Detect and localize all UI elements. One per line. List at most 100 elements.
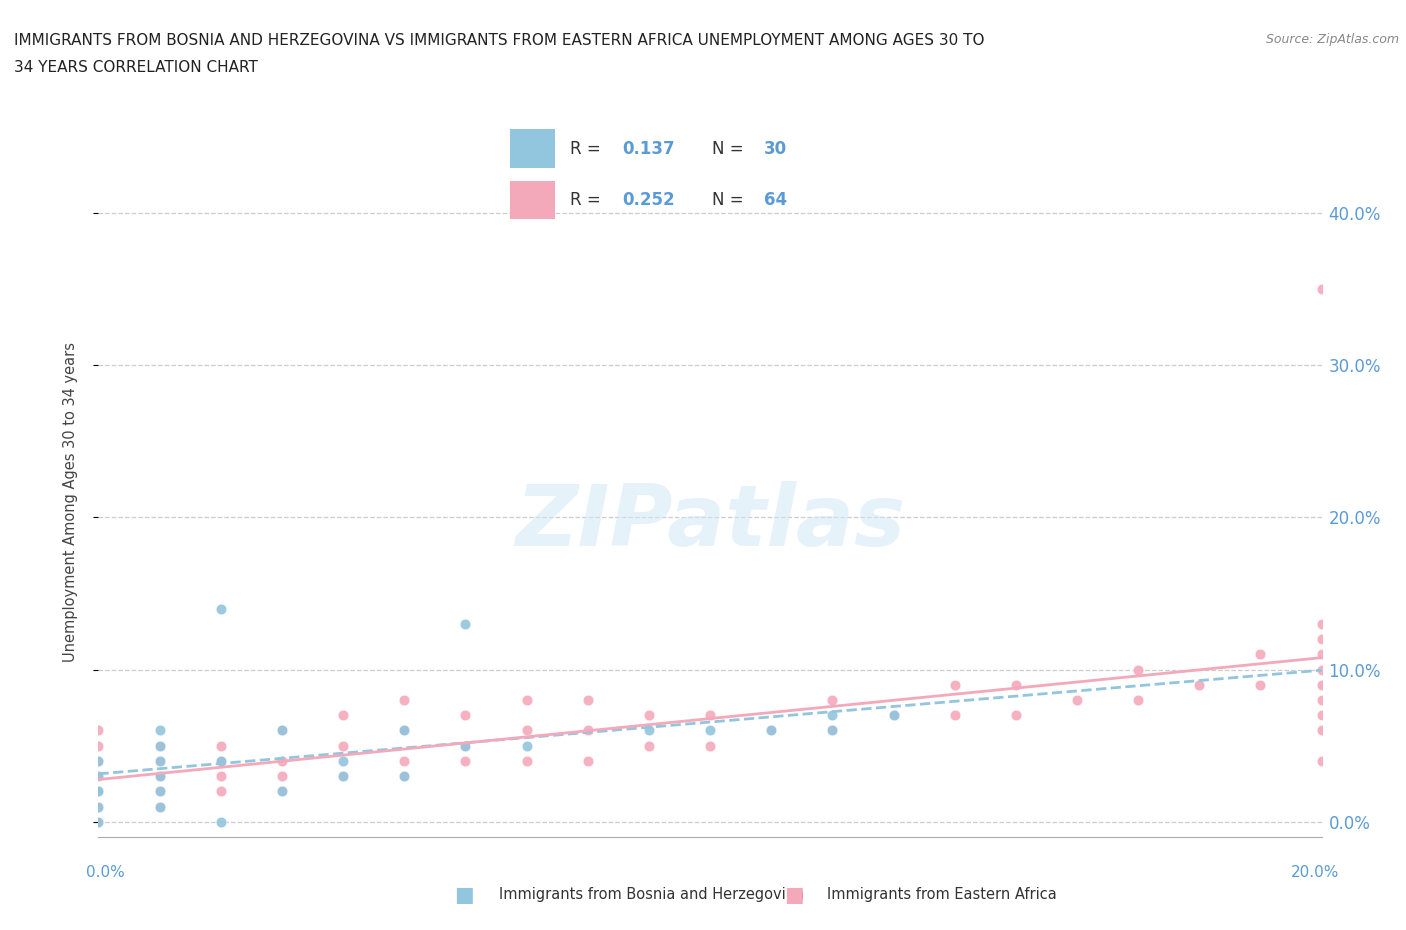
Point [87,723,110,737]
Point [149,784,172,799]
Point [392,693,416,708]
Text: ■: ■ [785,884,804,905]
Point [209,602,232,617]
Text: 34 YEARS CORRELATION CHART: 34 YEARS CORRELATION CHART [14,60,257,75]
Point [759,723,782,737]
Point [270,723,292,737]
Point [699,723,721,737]
Point [576,723,599,737]
Point [454,738,477,753]
Point [821,693,844,708]
Point [209,738,232,753]
Point [699,708,721,723]
Point [576,753,599,768]
Point [1066,693,1088,708]
Point [332,753,354,768]
Point [270,723,292,737]
Point [392,769,416,784]
Point [149,753,172,768]
Text: N =: N = [711,191,748,209]
Text: N =: N = [711,140,748,158]
Point [87,769,110,784]
Point [576,693,599,708]
Text: R =: R = [569,191,606,209]
Text: 30: 30 [763,140,787,158]
Text: ■: ■ [454,884,474,905]
Point [149,799,172,814]
Text: Immigrants from Bosnia and Herzegovina: Immigrants from Bosnia and Herzegovina [499,887,804,902]
Point [149,753,172,768]
FancyBboxPatch shape [510,129,555,168]
Point [516,723,538,737]
FancyBboxPatch shape [510,180,555,219]
Point [87,815,110,830]
Point [1310,662,1333,677]
Text: 64: 64 [763,191,787,209]
Point [149,738,172,753]
Point [209,753,232,768]
Point [149,769,172,784]
Point [637,723,661,737]
Point [149,799,172,814]
Point [1004,677,1026,692]
Point [87,753,110,768]
Point [392,753,416,768]
Point [1310,677,1333,692]
Point [1310,631,1333,646]
Point [759,723,782,737]
Point [209,815,232,830]
Point [699,738,721,753]
Point [883,708,905,723]
Point [87,738,110,753]
Point [149,769,172,784]
Point [392,723,416,737]
Point [454,753,477,768]
Point [270,753,292,768]
Point [1310,723,1333,737]
Point [87,784,110,799]
Text: Immigrants from Eastern Africa: Immigrants from Eastern Africa [827,887,1056,902]
Point [1310,708,1333,723]
Point [209,769,232,784]
Point [516,753,538,768]
Point [637,738,661,753]
Point [516,693,538,708]
Point [209,784,232,799]
Point [87,799,110,814]
Point [392,723,416,737]
Point [1249,647,1271,662]
Point [454,738,477,753]
Point [1128,662,1150,677]
Point [1310,693,1333,708]
Point [1188,677,1211,692]
Point [943,677,966,692]
Point [332,769,354,784]
Point [87,799,110,814]
Point [637,708,661,723]
Point [149,723,172,737]
Point [392,769,416,784]
Y-axis label: Unemployment Among Ages 30 to 34 years: Unemployment Among Ages 30 to 34 years [63,342,77,662]
Point [1004,708,1026,723]
Point [821,723,844,737]
Point [270,784,292,799]
Text: ZIPatlas: ZIPatlas [515,481,905,564]
Point [943,708,966,723]
Point [270,784,292,799]
Point [87,784,110,799]
Point [1128,693,1150,708]
Point [332,738,354,753]
Text: R =: R = [569,140,606,158]
Text: 0.0%: 0.0% [86,865,125,880]
Text: IMMIGRANTS FROM BOSNIA AND HERZEGOVINA VS IMMIGRANTS FROM EASTERN AFRICA UNEMPLO: IMMIGRANTS FROM BOSNIA AND HERZEGOVINA V… [14,33,984,47]
Point [87,769,110,784]
Point [1249,677,1271,692]
Text: 0.137: 0.137 [621,140,675,158]
Point [821,723,844,737]
Point [1310,753,1333,768]
Point [1310,647,1333,662]
Point [516,738,538,753]
Point [209,753,232,768]
Point [454,708,477,723]
Point [1310,282,1333,297]
